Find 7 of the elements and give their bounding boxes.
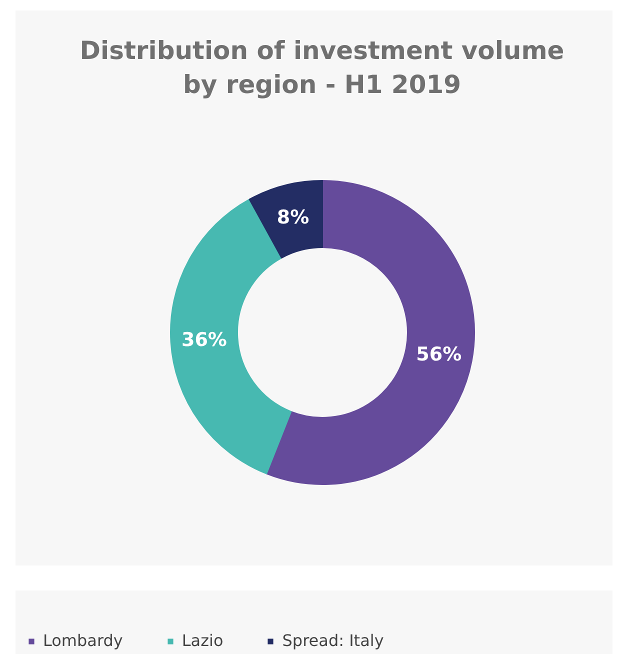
data-label: 36% bbox=[181, 328, 227, 351]
legend-label: Lazio bbox=[182, 631, 224, 650]
legend-label: Lombardy bbox=[43, 631, 123, 650]
data-label: 8% bbox=[276, 206, 310, 229]
legend-label: Spread: Italy bbox=[282, 631, 384, 650]
chart-title: Distribution of investment volume by region - H1 2019 bbox=[80, 36, 564, 99]
data-label: 56% bbox=[416, 344, 462, 366]
